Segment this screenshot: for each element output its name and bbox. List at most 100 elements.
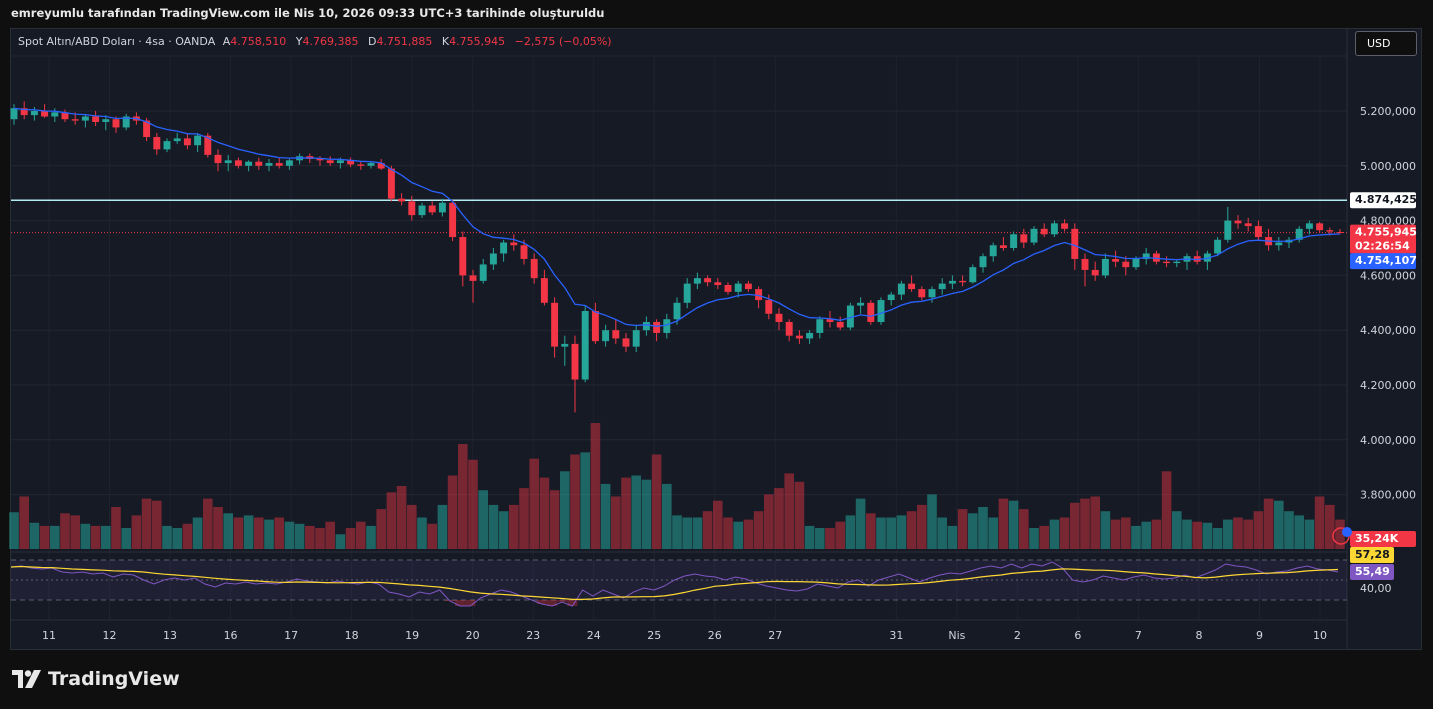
candle-body [1112,258,1120,262]
volume-bar [305,525,315,549]
volume-bar [651,454,662,549]
volume-bar [1304,519,1315,549]
volume-bar [162,525,172,549]
candle-body [704,278,712,283]
volume-bar [284,521,295,549]
candle-body [316,158,324,161]
candle-body [530,258,538,279]
candle-body [602,330,610,342]
volume-bar [947,525,958,549]
volume-bar [1161,471,1172,549]
volume-bar [804,525,815,549]
volume-bar [1284,511,1294,549]
volume-bar [1212,528,1223,549]
volume-bar [1294,515,1304,549]
volume-bar [570,454,580,549]
volume-bar [80,523,91,549]
candle-body [1020,234,1028,243]
time-tick-label: 8 [1195,629,1202,642]
volume-bar [957,509,968,549]
volume-badge[interactable]: 35,24K [1350,531,1416,547]
volume-bar [794,481,805,549]
volume-badge-bg [1350,531,1416,547]
candle-body [653,321,661,333]
volume-bar [855,498,866,549]
volume-bar [1131,525,1141,549]
candle-body [122,116,130,128]
candle-body [459,237,467,276]
rsi-value-badge[interactable]: 55,49 [1350,564,1394,580]
candle-body [1214,239,1222,254]
volume-bar [1243,519,1253,549]
volume-bar [1100,511,1111,549]
volume-bar [866,513,876,549]
candle-body [683,283,691,303]
volume-bar [662,483,672,549]
candle-body [500,242,508,254]
candle-body [438,202,446,213]
candle-body [785,321,793,336]
rsi-ma-badge[interactable]: 57,28 [1350,547,1394,563]
time-tick-label: 2 [1014,629,1021,642]
candle-body [102,119,110,122]
candle-body [877,300,885,322]
volume-bar [998,498,1009,549]
volume-bar [1182,519,1192,549]
candle-body [163,141,171,150]
volume-bar [407,504,417,549]
candle-body [1122,261,1130,268]
volume-bar [774,488,784,549]
candle-body [795,335,803,339]
candle-body [622,338,630,347]
price-tick-label: 4.600,000 [1360,269,1416,282]
time-tick-label: 17 [284,629,298,642]
hline-price-badge[interactable]: 4.874,425 [1350,192,1417,209]
ema-value-badge[interactable]: 4.754,107 [1350,253,1417,270]
volume-bar [1192,521,1202,549]
last-price-badge-bg [1350,224,1416,254]
volume-bar [70,515,80,549]
candle-body [1030,228,1038,243]
candle-body [724,284,732,292]
last-price-badge-text: 02:26:54 [1355,240,1410,253]
tradingview-logo-icon [12,670,41,688]
candle-body [1101,258,1109,276]
candle-body [775,313,783,322]
rsi-value-badge-text: 55,49 [1355,565,1390,578]
volume-bar [294,523,305,549]
change-value: −2,575 (−0,05%) [514,35,612,48]
candle-body [928,289,936,298]
last-price-badge-text: 4.755,945 [1355,226,1417,239]
candle-body [959,280,967,283]
candle-body [183,138,191,146]
volume-bar [631,475,641,549]
volume-bar [498,511,509,549]
candle-body [1091,269,1099,276]
candle-body [836,321,844,328]
candle-body [81,116,89,121]
candle-body [591,311,599,342]
symbol-label[interactable]: Spot Altın/ABD Doları · 4sa · OANDA [18,35,216,48]
candle-body [744,283,752,290]
volume-bar [937,517,947,549]
candle-body [245,161,253,166]
chart-attribution: emreyumlu tarafından TradingView.com ile… [11,6,605,20]
volume-bar [1110,519,1121,549]
candle-body [1071,228,1079,259]
volume-bar [254,517,264,549]
candle-body [897,283,905,295]
volume-bar [417,517,427,549]
candle-body [336,160,344,164]
candle-body [632,330,640,347]
currency-selector[interactable]: USD [1355,31,1417,56]
time-tick-label: 16 [224,629,238,642]
time-tick-label: 6 [1074,629,1081,642]
volume-bar [1070,502,1080,549]
candle-body [30,111,38,116]
candle-body [857,302,865,306]
candle-body [867,302,875,322]
volume-bar [131,515,142,549]
volume-bar [182,523,193,549]
